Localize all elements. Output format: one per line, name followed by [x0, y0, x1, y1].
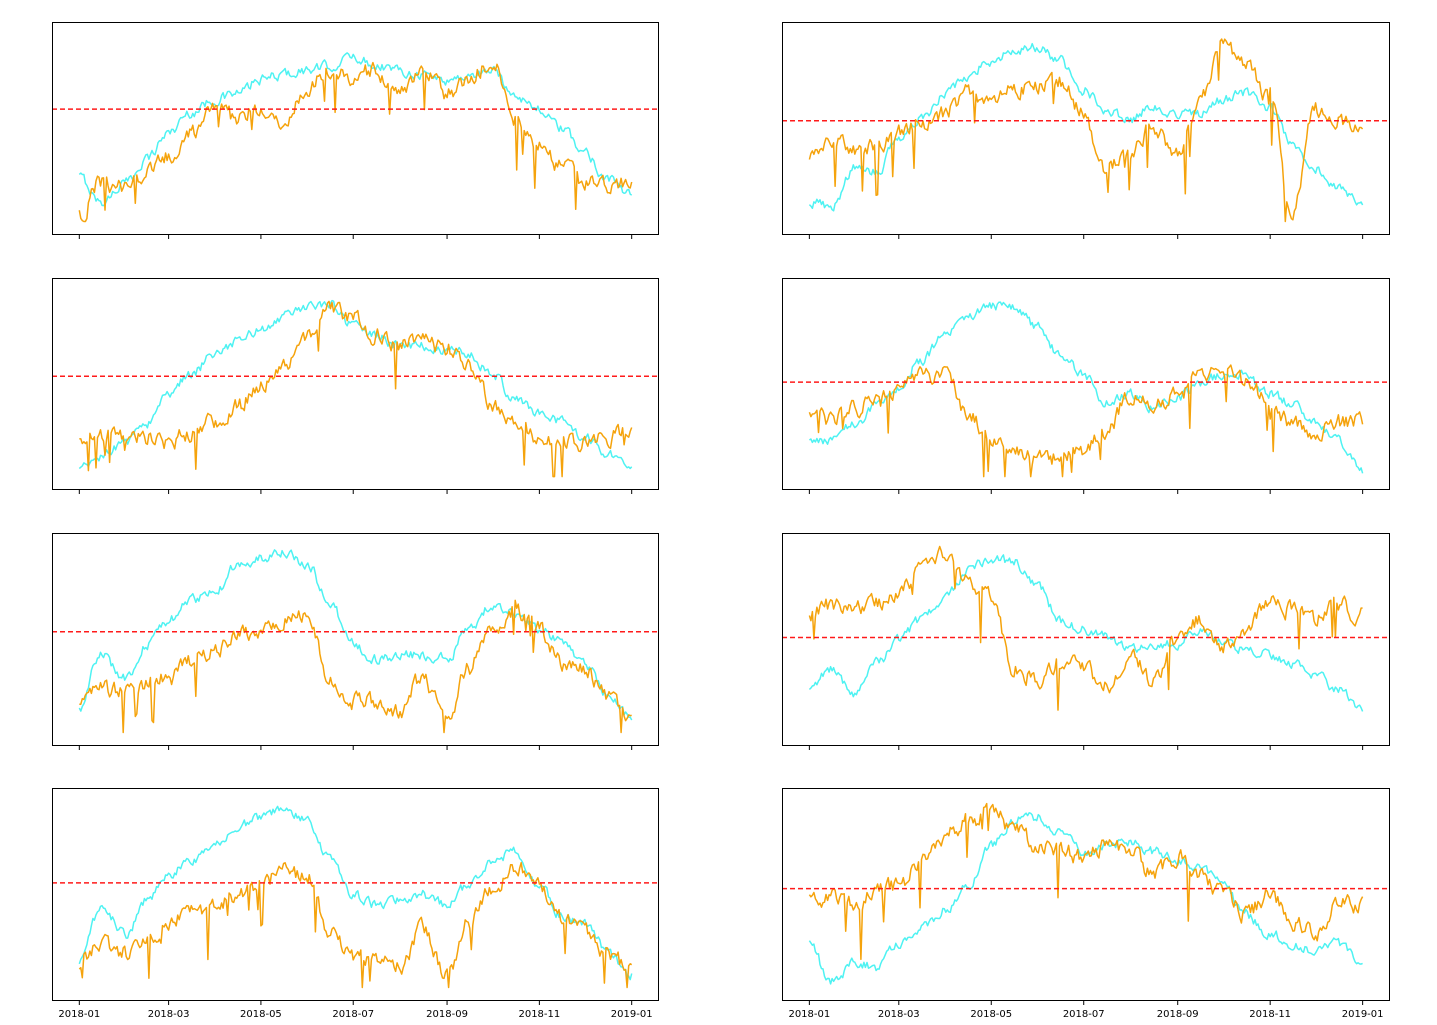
series-line-orange — [808, 364, 1364, 478]
subplot-r4-c1: 2018-01 2018-03 2018-05 2018-07 2018-09 2018-… — [52, 788, 659, 1020]
series-group — [808, 545, 1364, 712]
series-group — [78, 805, 633, 989]
x-tick-label: 2018-11 — [1249, 1009, 1291, 1020]
series-group — [808, 802, 1364, 985]
series-line-cyan — [808, 554, 1364, 712]
x-tick-label: 2018-11 — [518, 1009, 560, 1020]
series-line-cyan — [78, 52, 633, 207]
axes-frame — [52, 788, 659, 1001]
x-tick-label: 2018-03 — [878, 1009, 920, 1020]
subplot-r2-c1 — [52, 278, 659, 494]
series-line-cyan — [808, 301, 1364, 474]
series-line-orange — [79, 599, 632, 734]
x-tick-label: 2019-01 — [1342, 1009, 1384, 1020]
axes-frame — [782, 278, 1390, 490]
series-line-cyan — [78, 299, 633, 470]
series-line-orange — [78, 61, 633, 223]
subplot-r1-c2 — [782, 22, 1390, 239]
axes-frame — [782, 533, 1390, 746]
x-tick-label: 2019-01 — [611, 1009, 653, 1020]
series-line-orange — [79, 300, 633, 478]
x-tick-label: 2018-01 — [58, 1009, 100, 1020]
series-group — [808, 301, 1364, 478]
x-tick-label: 2018-09 — [426, 1009, 468, 1020]
subplot-r1-c1 — [52, 22, 659, 239]
x-tick-label: 2018-07 — [332, 1009, 374, 1020]
series-group — [78, 299, 633, 478]
series-line-cyan — [808, 812, 1363, 985]
axes-frame — [52, 22, 659, 235]
axes-frame — [782, 22, 1390, 235]
axes-frame — [782, 788, 1390, 1001]
x-tick-label: 2018-03 — [148, 1009, 190, 1020]
subplot-r3-c2 — [782, 533, 1390, 750]
series-group — [808, 38, 1364, 223]
series-line-cyan — [78, 805, 633, 981]
x-tick-label: 2018-05 — [970, 1009, 1012, 1020]
subplot-r4-c2: 2018-01 2018-03 2018-05 2018-07 2018-09 2018-… — [782, 788, 1390, 1020]
axes-frame — [52, 278, 659, 490]
axes-frame — [52, 533, 659, 746]
series-line-orange — [808, 38, 1364, 223]
x-tick-label: 2018-07 — [1063, 1009, 1105, 1020]
x-tick-label: 2018-05 — [240, 1009, 282, 1020]
series-group — [78, 549, 633, 734]
x-tick-label: 2018-09 — [1157, 1009, 1199, 1020]
series-line-cyan — [808, 42, 1364, 212]
series-line-cyan — [78, 549, 633, 721]
subplot-r3-c1 — [52, 533, 659, 750]
series-line-orange — [808, 545, 1363, 711]
x-tick-label: 2018-01 — [788, 1009, 830, 1020]
series-line-orange — [78, 861, 633, 989]
series-group — [78, 52, 633, 223]
series-line-orange — [808, 802, 1364, 961]
subplot-r2-c2 — [782, 278, 1390, 494]
